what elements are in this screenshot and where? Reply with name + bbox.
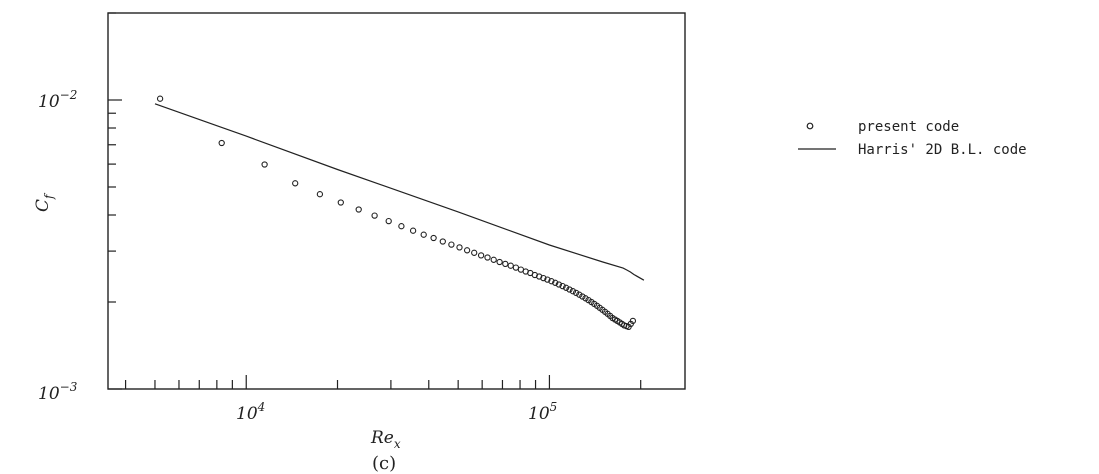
data-point: [569, 288, 577, 295]
data-point: [420, 231, 427, 238]
data-point: [572, 289, 580, 297]
data-point: [337, 199, 344, 206]
x-tick-label-1e5: 105: [528, 400, 557, 424]
series-present-code-points: [156, 95, 637, 331]
data-point: [385, 217, 392, 225]
legend-marker-circle: [806, 122, 814, 130]
data-point: [261, 161, 268, 168]
data-point: [292, 180, 299, 187]
data-point: [496, 258, 503, 266]
data-point: [540, 274, 547, 282]
data-point: [579, 293, 586, 300]
data-point: [430, 234, 437, 242]
data-point: [490, 256, 497, 263]
plot-frame: [107, 12, 686, 390]
data-point: [409, 227, 417, 234]
data-point: [629, 317, 637, 325]
legend: present code Harris' 2D B.L. code: [798, 119, 1027, 158]
data-point: [448, 241, 455, 248]
y-axis-label: Cf: [33, 192, 56, 212]
data-point: [463, 247, 471, 254]
legend-label-harris: Harris' 2D B.L. code: [858, 142, 1027, 158]
series-harris-line: [154, 103, 645, 281]
data-point: [371, 212, 378, 219]
data-point: [548, 278, 555, 285]
y-tick-label-top: 10−2: [38, 88, 77, 112]
data-point: [507, 262, 514, 269]
data-point: [566, 286, 573, 293]
x-tick-label-1e4: 104: [236, 400, 265, 424]
x-axis-label: Rex: [370, 428, 401, 451]
legend-label-present-code: present code: [858, 119, 959, 135]
data-point: [218, 139, 225, 147]
data-point: [398, 223, 405, 230]
data-point: [562, 284, 570, 291]
data-point: [477, 252, 485, 259]
data-point: [512, 264, 520, 271]
data-point: [576, 291, 583, 298]
harris-line: [154, 103, 645, 281]
data-point: [156, 95, 164, 102]
axis-ticks: [108, 12, 642, 390]
data-point: [555, 281, 563, 288]
data-point: [544, 276, 551, 283]
figure-caption: (c): [372, 453, 396, 474]
data-point: [484, 254, 491, 261]
y-tick-label-bottom: 10−3: [38, 380, 78, 404]
data-point: [552, 279, 559, 286]
data-point: [471, 249, 478, 256]
data-point: [456, 244, 463, 251]
data-point: [316, 191, 324, 198]
data-point: [502, 260, 509, 268]
data-point: [355, 206, 362, 213]
data-point: [559, 282, 566, 290]
data-point: [439, 238, 446, 245]
